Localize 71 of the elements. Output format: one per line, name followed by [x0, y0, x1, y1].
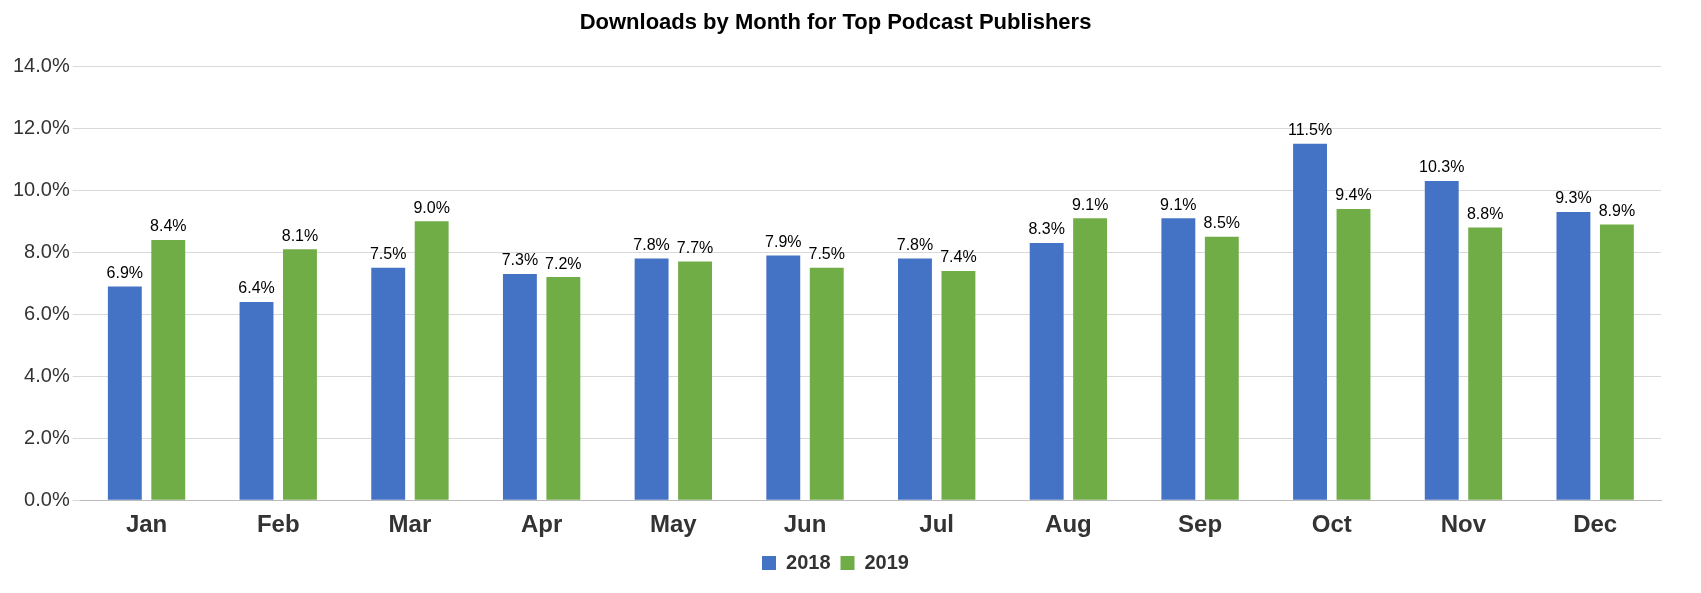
- bar: [502, 274, 537, 500]
- legend-label: 2018: [786, 550, 831, 573]
- y-tick-label: 0.0%: [24, 487, 70, 510]
- x-tick-label: Sep: [1178, 510, 1223, 538]
- legend-label: 2019: [864, 550, 909, 573]
- data-label: 9.4%: [1335, 186, 1372, 204]
- data-label: 10.3%: [1419, 158, 1465, 176]
- bar: [107, 286, 142, 500]
- bar: [1029, 243, 1064, 500]
- data-label: 8.3%: [1028, 220, 1065, 238]
- bar: [766, 255, 801, 500]
- data-label: 7.3%: [501, 251, 539, 269]
- bar: [898, 258, 932, 500]
- data-label: 9.1%: [1071, 195, 1109, 213]
- data-label: 7.2%: [545, 254, 582, 272]
- bar: [1599, 224, 1634, 500]
- bar: [941, 270, 976, 500]
- data-label: 8.4%: [150, 217, 187, 235]
- data-label: 9.3%: [1555, 189, 1592, 207]
- x-tick-label: Jul: [919, 510, 955, 538]
- bar: [1204, 236, 1239, 500]
- data-label: 9.1%: [1160, 195, 1197, 213]
- bar: [1293, 143, 1327, 500]
- bar: [634, 258, 669, 500]
- data-label: 6.9%: [106, 263, 144, 281]
- x-tick-label: Nov: [1440, 510, 1487, 538]
- y-tick-label: 14.0%: [12, 53, 70, 76]
- bar: [678, 261, 712, 500]
- y-tick-label: 4.0%: [24, 363, 70, 386]
- data-label: 7.9%: [765, 232, 802, 250]
- bar: [1336, 208, 1371, 500]
- x-tick-label: Feb: [256, 510, 300, 538]
- bar: [371, 267, 406, 500]
- data-label: 11.5%: [1287, 121, 1333, 139]
- bar: [546, 277, 581, 500]
- bar: [1161, 218, 1196, 500]
- data-label: 7.8%: [896, 235, 934, 253]
- y-tick-label: 10.0%: [12, 177, 70, 200]
- data-label: 8.1%: [281, 226, 319, 244]
- y-tick-label: 12.0%: [12, 115, 70, 138]
- bar: [1424, 181, 1459, 500]
- data-label: 7.7%: [676, 239, 714, 257]
- data-label: 6.4%: [238, 279, 275, 297]
- x-tick-label: Jun: [783, 510, 827, 538]
- y-tick-label: 2.0%: [24, 425, 70, 448]
- x-tick-label: Apr: [520, 510, 563, 538]
- bar: [1073, 218, 1108, 500]
- data-label: 8.5%: [1203, 214, 1241, 232]
- data-label: 9.0%: [413, 198, 450, 216]
- x-tick-label: Dec: [1573, 510, 1618, 538]
- data-label: 7.5%: [369, 245, 407, 263]
- bar: [809, 267, 844, 500]
- data-label: 8.9%: [1598, 201, 1636, 219]
- bar: [283, 249, 317, 500]
- data-label: 8.8%: [1466, 204, 1504, 222]
- x-tick-label: Jan: [125, 510, 168, 538]
- x-tick-label: Oct: [1311, 510, 1352, 538]
- data-label: 7.8%: [633, 235, 670, 253]
- bar: [1556, 212, 1591, 500]
- data-label: 7.4%: [940, 248, 977, 266]
- x-tick-label: Aug: [1045, 510, 1092, 538]
- y-tick-label: 6.0%: [24, 301, 70, 324]
- bar: [239, 301, 274, 500]
- x-tick-label: Mar: [388, 510, 432, 538]
- bar: [1468, 227, 1503, 500]
- chart-title: Downloads by Month for Top Podcast Publishers: [579, 9, 1092, 35]
- data-label: 7.5%: [808, 245, 845, 263]
- y-tick-label: 8.0%: [24, 239, 70, 262]
- bar: [151, 239, 186, 500]
- bar: [414, 221, 449, 500]
- x-tick-label: May: [649, 510, 698, 538]
